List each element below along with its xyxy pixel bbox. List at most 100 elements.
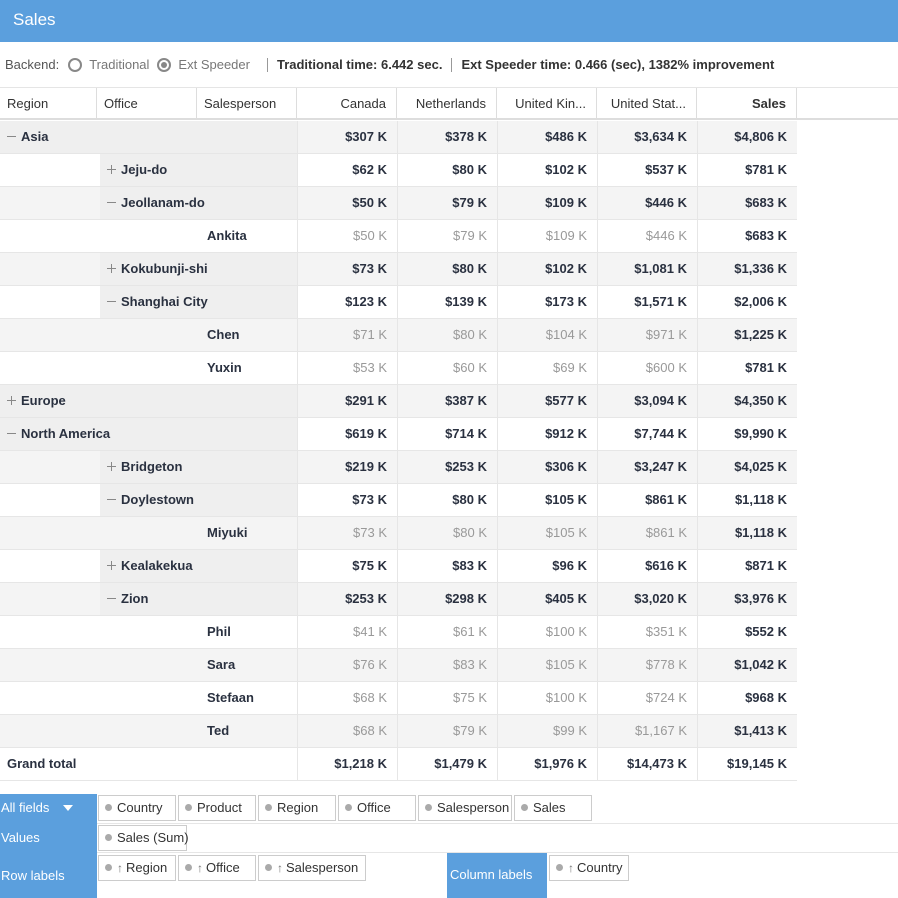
radio-traditional-label: Traditional [89,57,150,72]
all-fields-dropdown[interactable]: All fields [0,794,97,824]
sort-up-icon: ↑ [568,861,574,875]
expand-icon[interactable] [7,396,16,405]
value-cell: $446 K [597,220,697,252]
header-sales[interactable]: Sales [697,88,797,120]
row-label-chip[interactable]: ↑ Office [178,855,256,881]
value-cell: $75 K [297,550,397,582]
value-cell: $4,806 K [697,121,797,153]
value-cell: $1,225 K [697,319,797,351]
row-label: Ted [207,715,229,747]
row-label-cell [100,154,297,186]
table-row: Ankita $50 K $79 K $109 K $446 K $683 K [0,220,797,253]
row-label-cell [100,187,297,219]
header-office[interactable]: Office [97,88,197,120]
value-cell: $298 K [397,583,497,615]
field-chip[interactable]: Sales [514,795,592,821]
value-chip[interactable]: Sales (Sum) [98,825,189,851]
header-region[interactable]: Region [0,88,97,120]
value-cell: $219 K [297,451,397,483]
value-cell: $53 K [297,352,397,384]
value-cell: $80 K [397,484,497,516]
value-cell: $1,042 K [697,649,797,681]
drag-handle-icon [265,804,272,811]
row-label[interactable]: Bridgeton [107,451,182,483]
value-cell: $75 K [397,682,497,714]
field-chip-label: Region [126,860,168,875]
table-row: Jeollanam-do $50 K $79 K $109 K $446 K $683 K [0,187,797,220]
table-row: Phil $41 K $61 K $100 K $351 K $552 K [0,616,797,649]
value-cell: $683 K [697,220,797,252]
value-cell: $577 K [497,385,597,417]
value-cell: $60 K [397,352,497,384]
value-cell: $139 K [397,286,497,318]
sort-up-icon: ↑ [117,861,123,875]
table-row: Kokubunji-shi $73 K $80 K $102 K $1,081 K $1,… [0,253,797,286]
collapse-icon[interactable] [107,198,116,207]
row-label-cell [0,418,297,450]
row-label: Chen [207,319,240,351]
collapse-icon[interactable] [107,495,116,504]
row-label[interactable]: Zion [107,583,148,615]
row-label[interactable]: Kealakekua [107,550,193,582]
field-chip[interactable]: Office [338,795,416,821]
row-label[interactable]: Jeollanam-do [107,187,205,219]
values-line [97,824,898,853]
header-netherlands[interactable]: Netherlands [397,88,497,120]
collapse-icon[interactable] [7,429,16,438]
row-label-chip[interactable]: ↑ Salesperson [258,855,366,881]
row-label[interactable]: Jeju-do [107,154,167,186]
expand-icon[interactable] [107,462,116,471]
row-label-text: Kokubunji-shi [121,261,208,276]
chevron-down-icon [63,805,74,811]
expand-icon[interactable] [107,561,116,570]
collapse-icon[interactable] [107,297,116,306]
row-label-text: Jeju-do [121,162,168,177]
row-label: Stefaan [207,682,254,714]
value-cell: $781 K [697,154,797,186]
field-chip-label: Sales (Sum) [117,830,189,845]
row-label[interactable]: Kokubunji-shi [107,253,208,285]
value-cell: $79 K [397,715,497,747]
row-label-chip[interactable]: ↑ Region [98,855,176,881]
drag-handle-icon [556,864,563,871]
field-chip[interactable]: Country [98,795,176,821]
radio-traditional[interactable]: Traditional [68,57,149,72]
row-label[interactable]: Europe [7,385,66,417]
table-row: Shanghai City $123 K $139 K $173 K $1,571 K $… [0,286,797,319]
value-cell: $104 K [497,319,597,351]
value-cell: $861 K [597,517,697,549]
value-cell: $80 K [397,517,497,549]
row-label[interactable]: North America [7,418,110,450]
expand-icon[interactable] [107,165,116,174]
value-cell: $9,990 K [697,418,797,450]
row-label[interactable]: Doylestown [107,484,194,516]
value-cell: $69 K [497,352,597,384]
field-chip[interactable]: Region [258,795,336,821]
expand-icon[interactable] [107,264,116,273]
value-cell: $41 K [297,616,397,648]
value-cell: $537 K [597,154,697,186]
value-cell: $100 K [497,682,597,714]
value-cell: $781 K [697,352,797,384]
header-salesperson[interactable]: Salesperson [197,88,297,120]
collapse-icon[interactable] [107,594,116,603]
row-label[interactable]: Asia [7,121,48,153]
field-chip[interactable]: Product [178,795,256,821]
value-cell: $71 K [297,319,397,351]
table-row: Kealakekua $75 K $83 K $96 K $616 K $871 K [0,550,797,583]
row-label: Sara [207,649,235,681]
header-united-states[interactable]: United Stat... [597,88,697,120]
radio-ext-speeder[interactable]: Ext Speeder [157,57,250,72]
column-label-chip[interactable]: ↑ Country [549,855,629,881]
header-canada[interactable]: Canada [297,88,397,120]
all-fields-line [97,794,898,824]
field-chip[interactable]: Salesperson [418,795,512,821]
value-cell: $3,634 K [597,121,697,153]
row-label[interactable]: Shanghai City [107,286,208,318]
collapse-icon[interactable] [7,132,16,141]
value-cell: $4,350 K [697,385,797,417]
header-united-kingdom[interactable]: United Kin... [497,88,597,120]
table-row: Jeju-do $62 K $80 K $102 K $537 K $781 K [0,154,797,187]
table-row: Europe $291 K $387 K $577 K $3,094 K $4,350 K [0,385,797,418]
table-row: Stefaan $68 K $75 K $100 K $724 K $968 K [0,682,797,715]
